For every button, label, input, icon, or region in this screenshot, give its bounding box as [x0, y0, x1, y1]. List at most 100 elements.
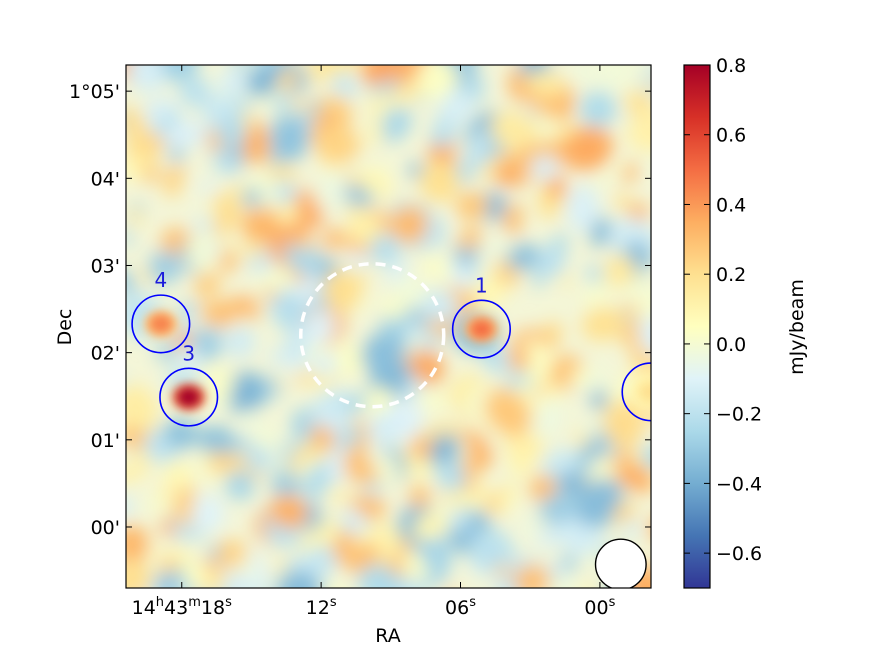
source-circle: [159, 367, 219, 427]
noise-blob: [613, 379, 638, 400]
noise-blob: [183, 560, 208, 588]
noise-blob: [536, 534, 552, 547]
noise-blob: [508, 453, 532, 478]
noise-blob: [158, 484, 174, 504]
noise-blob: [406, 330, 422, 350]
noise-blob: [495, 563, 510, 578]
noise-blob: [270, 494, 309, 530]
noise-blob: [434, 501, 451, 516]
noise-blob: [246, 67, 277, 98]
noise-blob: [506, 243, 540, 271]
noise-blob: [346, 266, 369, 285]
noise-blob: [465, 130, 493, 172]
noise-blob: [530, 154, 560, 181]
noise-blob: [295, 372, 310, 384]
noise-blob: [380, 296, 407, 320]
noise-blob: [194, 218, 215, 233]
noise-blob: [285, 553, 312, 575]
noise-blob: [391, 206, 429, 244]
noise-blob: [378, 106, 412, 143]
noise-blob: [294, 235, 313, 251]
noise-blob: [624, 89, 651, 118]
noise-blob: [366, 444, 385, 463]
noise-blob: [239, 409, 262, 435]
noise-blob: [579, 90, 617, 128]
colorbar-tick-label: 0.4: [716, 194, 746, 216]
noise-blob: [275, 377, 284, 391]
noise-blob: [243, 65, 258, 70]
noise-blob: [313, 172, 353, 214]
noise-blob: [163, 174, 182, 198]
noise-blob: [546, 575, 583, 588]
noise-blob: [581, 306, 626, 342]
noise-blob: [629, 66, 646, 79]
colorbar-label: mJy/beam: [786, 279, 808, 375]
noise-blob: [347, 211, 382, 245]
noise-blob: [631, 336, 651, 377]
source-emission-core: [469, 319, 494, 340]
noise-blob: [126, 107, 149, 140]
field-of-view-circle: [299, 261, 446, 409]
noise-blob: [126, 268, 136, 294]
noise-blob: [367, 413, 400, 446]
noise-blob: [163, 458, 194, 490]
noise-blob: [198, 425, 236, 458]
noise-blob: [517, 340, 557, 383]
y-tick-label: 04': [91, 168, 120, 190]
y-tick-label: 03': [91, 255, 120, 277]
source-emission: [143, 310, 651, 411]
noise-blob: [244, 239, 264, 259]
y-axis-title: Dec: [54, 309, 76, 346]
source-emission-core: [176, 387, 201, 408]
noise-blob: [421, 290, 460, 322]
noise-blob: [328, 484, 348, 504]
noise-blob: [547, 175, 567, 199]
noise-blob: [531, 116, 558, 143]
source-label: 3: [182, 341, 195, 365]
noise-blob: [194, 266, 222, 299]
noise-blob: [310, 354, 338, 377]
noise-blob: [519, 516, 546, 539]
noise-blob: [205, 204, 218, 215]
colorbar-tick-label: −0.4: [716, 473, 762, 495]
noise-blob: [416, 65, 458, 100]
noise-blob: [361, 65, 400, 86]
x-tick-label: 06s: [445, 595, 476, 619]
noise-blob: [581, 283, 612, 308]
noise-blob: [207, 451, 234, 475]
noise-blob: [638, 315, 651, 357]
x-tick-label: 14h43m18s: [132, 595, 232, 619]
noise-blob: [220, 68, 249, 94]
noise-blob: [588, 458, 612, 480]
source-circle: [131, 294, 191, 354]
noise-blob: [407, 162, 424, 178]
colorbar-ticks: 0.8 0.6 0.4 0.2 0.0 −0.2 −0.4 −0.6: [684, 55, 762, 565]
colorbar-tick-label: 0.6: [716, 125, 746, 147]
noise-blob: [332, 72, 358, 99]
colorbar-gradient: [684, 65, 710, 588]
noise-blob: [310, 229, 326, 242]
noise-blob: [575, 479, 625, 528]
noise-blob: [640, 65, 651, 99]
noise-blob: [304, 544, 337, 577]
noise-blob: [126, 231, 134, 246]
noise-blob: [629, 203, 649, 221]
noise-blob: [164, 120, 201, 150]
noise-blob: [569, 368, 589, 387]
noise-blob: [269, 115, 309, 162]
y-tick-label: 1°05': [69, 81, 120, 103]
noise-blob: [562, 126, 613, 171]
noise-blob: [501, 483, 519, 500]
source-label: 1: [475, 273, 488, 297]
x-tick-label: 12s: [306, 595, 337, 619]
noise-blob: [244, 446, 273, 472]
noise-blob: [464, 452, 483, 476]
noise-blob: [611, 160, 627, 176]
noise-blob: [358, 564, 396, 588]
colorbar: 0.8 0.6 0.4 0.2 0.0 −0.2 −0.4 −0.6 mJy/beam: [683, 55, 808, 589]
noise-blob: [269, 292, 310, 329]
noise-blob: [361, 334, 403, 376]
noise-blob: [169, 146, 184, 162]
noise-blob: [434, 460, 466, 492]
